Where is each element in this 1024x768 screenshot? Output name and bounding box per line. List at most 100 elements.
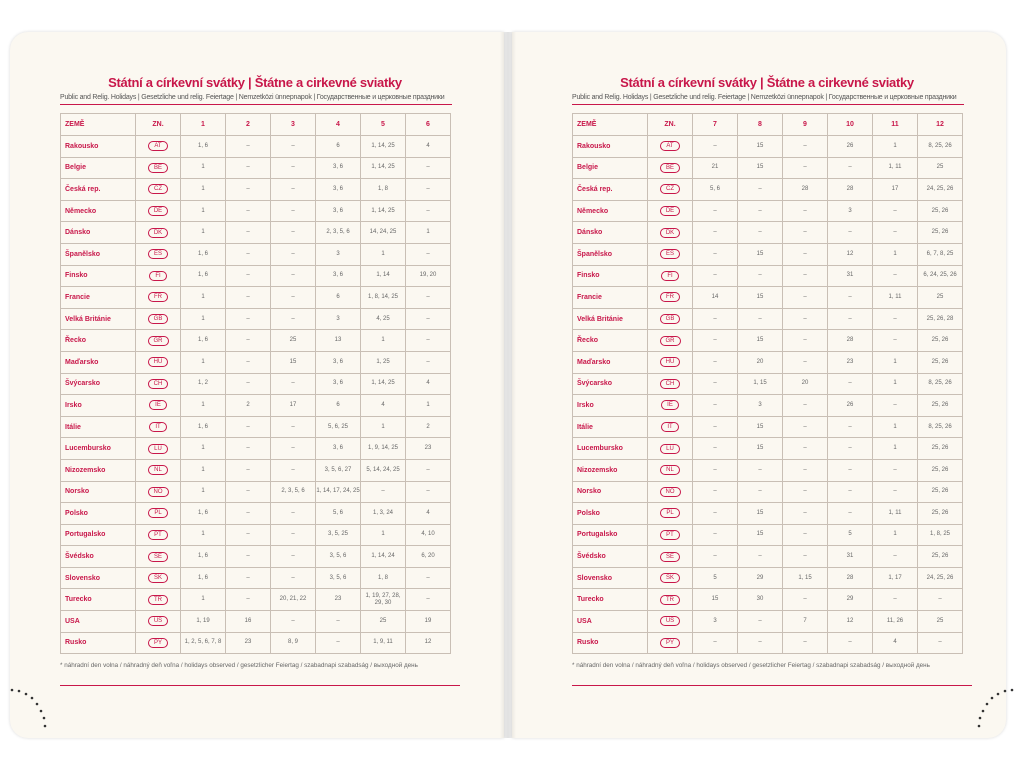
- holiday-days: 3, 5, 6: [315, 566, 361, 590]
- holiday-days: 23: [225, 631, 271, 655]
- holiday-days: 31: [827, 545, 873, 568]
- holiday-days: 1, 17: [872, 566, 918, 590]
- table-row: Polsko PL 1, 6– –5, 6 1, 3, 24 4: [60, 502, 451, 525]
- holiday-days: 25, 26: [917, 502, 963, 525]
- country-code: PL: [148, 508, 168, 519]
- holiday-days: 25: [917, 156, 963, 180]
- country: Švédsko: [572, 545, 648, 568]
- holiday-days: 15: [737, 156, 783, 180]
- holiday-days: 1, 6: [180, 135, 226, 158]
- header-row: ZEMĚ ZN. 7 8 9 10 11 12: [572, 113, 963, 136]
- table-row: Německo DE – – –3–25, 26: [572, 199, 963, 223]
- holiday-days: –: [827, 372, 873, 396]
- holiday-days: –: [737, 221, 783, 244]
- holiday-days: –: [782, 502, 828, 525]
- country: Norsko: [572, 480, 648, 504]
- holiday-days: 5, 6: [692, 178, 738, 201]
- country-code: IT: [149, 422, 167, 433]
- holiday-days: 13: [315, 329, 361, 352]
- holiday-days: 3: [827, 199, 873, 223]
- holiday-days: –: [872, 264, 918, 288]
- holiday-days: –: [270, 502, 316, 525]
- holiday-days: 14: [692, 286, 738, 309]
- country: Francie: [572, 286, 648, 309]
- holiday-days: –: [692, 523, 738, 547]
- holiday-days: 1: [872, 415, 918, 439]
- holiday-days: –: [270, 415, 316, 439]
- holiday-days: 8, 25, 26: [917, 135, 963, 158]
- holiday-days: –: [782, 350, 828, 374]
- country: Rusko: [572, 631, 648, 655]
- table-row: Španělsko ES 1, 6– –3 1–: [60, 242, 451, 266]
- holiday-days: –: [692, 242, 738, 266]
- holiday-days: –: [827, 458, 873, 482]
- country: Turecko: [60, 588, 136, 612]
- holiday-days: –: [782, 242, 828, 266]
- table-row: Finsko FI – – –31–6, 24, 25, 26: [572, 264, 963, 288]
- table-row: Velká Británie GB 1– –3 4, 25–: [60, 307, 451, 331]
- header-cell: 12: [917, 113, 963, 136]
- table-row: Španělsko ES –15–12 1 6, 7, 8, 25: [572, 242, 963, 266]
- holiday-days: 1, 15: [737, 372, 783, 396]
- table-row: Nizozemsko NL – – – – –25, 26: [572, 458, 963, 482]
- country-code: PY: [659, 637, 680, 648]
- holiday-days: –: [270, 242, 316, 266]
- holiday-days: 12: [827, 610, 873, 633]
- code-cell: TR: [135, 588, 181, 612]
- holiday-days: –: [270, 307, 316, 331]
- holiday-days: 25, 26: [917, 329, 963, 352]
- holiday-days: –: [225, 502, 271, 525]
- country: Rakousko: [60, 135, 136, 158]
- holiday-days: 24, 25, 26: [917, 566, 963, 590]
- holiday-days: 1: [180, 458, 226, 482]
- holiday-days: 25: [360, 610, 406, 633]
- holiday-days: 20: [782, 372, 828, 396]
- table-row: Rakousko AT –15–26 1 8, 25, 26: [572, 135, 963, 158]
- holiday-days: –: [405, 329, 451, 352]
- code-cell: GB: [647, 307, 693, 331]
- country: Portugalsko: [572, 523, 648, 547]
- table-row: Řecko GR –15–28–25, 26: [572, 329, 963, 352]
- country: Německo: [60, 199, 136, 223]
- footnote: * náhradní den volna / náhradný deň voľn…: [572, 662, 930, 669]
- holiday-days: 4: [405, 372, 451, 396]
- header-cell: 2: [225, 113, 271, 136]
- holiday-days: 15: [737, 437, 783, 460]
- table-row: USA US 3–7 12 11, 26 25: [572, 610, 963, 633]
- country: Dánsko: [572, 221, 648, 244]
- country: Česká rep.: [60, 178, 136, 201]
- code-cell: IT: [135, 415, 181, 439]
- holiday-days: –: [225, 415, 271, 439]
- holiday-days: –: [692, 631, 738, 655]
- country: Nizozemsko: [60, 458, 136, 482]
- holiday-days: 1, 6: [180, 502, 226, 525]
- country-code: BE: [659, 162, 680, 173]
- header-cell: 8: [737, 113, 783, 136]
- holiday-days: –: [225, 545, 271, 568]
- holiday-days: 3: [692, 610, 738, 633]
- gutter: [500, 32, 516, 738]
- holiday-days: 3, 6: [315, 350, 361, 374]
- holiday-days: –: [692, 329, 738, 352]
- holiday-days: –: [782, 286, 828, 309]
- table-row: Belgie BE 21 15– –1, 11 25: [572, 156, 963, 180]
- holiday-days: 25, 26: [917, 199, 963, 223]
- holiday-days: –: [917, 631, 963, 655]
- holiday-days: 15: [692, 588, 738, 612]
- holiday-days: 23: [827, 350, 873, 374]
- holiday-days: 2: [225, 394, 271, 417]
- country-code: AT: [148, 141, 168, 152]
- header-cell: ZEMĚ: [60, 113, 136, 136]
- holiday-days: –: [827, 502, 873, 525]
- country: Maďarsko: [572, 350, 648, 374]
- holiday-days: 1: [360, 329, 406, 352]
- table-row: USA US 1, 19 16– –25 19: [60, 610, 451, 633]
- holiday-days: –: [827, 286, 873, 309]
- country: Finsko: [572, 264, 648, 288]
- country: Itálie: [60, 415, 136, 439]
- holiday-table: ZEMĚ ZN. 1 2 3 4 5 6 Rakousko AT 1, 6– –6 1, 14, 25 4…: [60, 113, 451, 655]
- country-code: US: [659, 616, 681, 627]
- country: Polsko: [572, 502, 648, 525]
- country: Lucembursko: [572, 437, 648, 460]
- holiday-days: –: [225, 156, 271, 180]
